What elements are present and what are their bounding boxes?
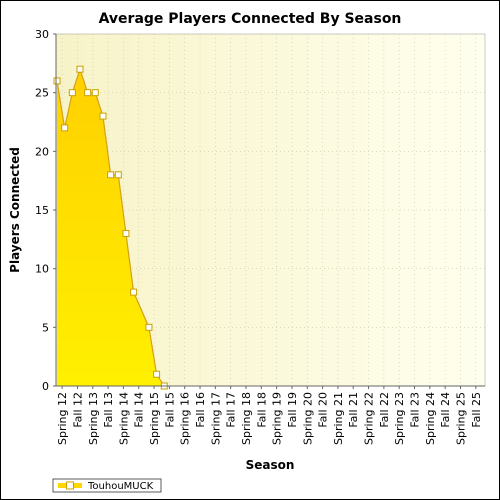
data-point (91, 89, 99, 97)
x-tick-label: Spring 21 (332, 392, 345, 445)
data-point (114, 171, 122, 179)
data-point (145, 323, 153, 331)
x-tick-label: Fall 13 (102, 392, 115, 428)
y-tick-label: 10 (35, 263, 49, 276)
y-axis-title: Players Connected (8, 147, 22, 273)
x-tick-label: Spring 22 (363, 392, 376, 445)
x-tick-label: Spring 24 (424, 392, 437, 445)
data-point (107, 171, 115, 179)
data-point (122, 229, 130, 237)
x-tick-label: Spring 18 (240, 392, 253, 445)
x-tick-label: Fall 18 (255, 392, 268, 428)
data-point (68, 89, 76, 97)
x-tick-label: Spring 16 (179, 392, 192, 445)
series-area (53, 65, 168, 390)
data-point (76, 65, 84, 73)
x-tick-label: Fall 19 (286, 392, 299, 428)
legend-marker (66, 481, 74, 490)
area-fill (57, 69, 165, 386)
x-tick-label: Fall 17 (225, 392, 238, 428)
x-tick-label: Spring 14 (117, 392, 130, 445)
x-tick-label: Spring 19 (271, 392, 284, 445)
y-tick-label: 20 (35, 145, 49, 158)
data-point (99, 112, 107, 120)
x-tick-label: Spring 17 (209, 392, 222, 445)
data-point (61, 124, 69, 132)
x-tick-label: Fall 24 (439, 392, 452, 428)
y-axis-ticks: 0 5 10 15 20 25 30 (35, 28, 56, 393)
x-tick-label: Fall 14 (133, 392, 146, 428)
x-tick-label: Fall 12 (71, 392, 84, 428)
legend-series-name: TouhouMUCK (87, 481, 154, 492)
x-tick-label: Fall 25 (470, 392, 483, 428)
legend: TouhouMUCK (52, 478, 162, 493)
series-line (56, 67, 165, 387)
data-point (84, 89, 92, 97)
y-tick-label: 15 (35, 204, 49, 217)
x-tick-label: Fall 22 (378, 392, 391, 428)
x-tick-label: Spring 20 (301, 392, 314, 445)
y-tick-label: 5 (42, 321, 49, 334)
x-tick-label: Spring 25 (454, 392, 467, 445)
x-axis-ticks: Spring 12 Fall 12 Spring 13 Fall 13 Spring 1… (56, 386, 483, 445)
data-point (130, 288, 138, 296)
x-tick-label: Spring 15 (148, 392, 161, 445)
x-tick-label: Fall 20 (317, 392, 330, 428)
data-point (53, 77, 61, 85)
y-tick-label: 30 (35, 28, 49, 41)
x-tick-label: Spring 13 (87, 392, 100, 445)
x-tick-label: Fall 23 (409, 392, 422, 428)
x-tick-label: Fall 16 (194, 392, 207, 428)
x-tick-label: Spring 12 (56, 392, 69, 445)
data-point (153, 370, 161, 378)
x-tick-label: Spring 23 (393, 392, 406, 445)
chart-title: Average Players Connected By Season (99, 11, 402, 27)
x-tick-label: Fall 21 (347, 392, 360, 428)
x-tick-label: Fall 15 (163, 392, 176, 428)
legend-box (52, 478, 162, 493)
y-tick-label: 25 (35, 87, 49, 100)
x-axis-title: Season (246, 458, 295, 472)
y-tick-label: 0 (42, 380, 49, 393)
